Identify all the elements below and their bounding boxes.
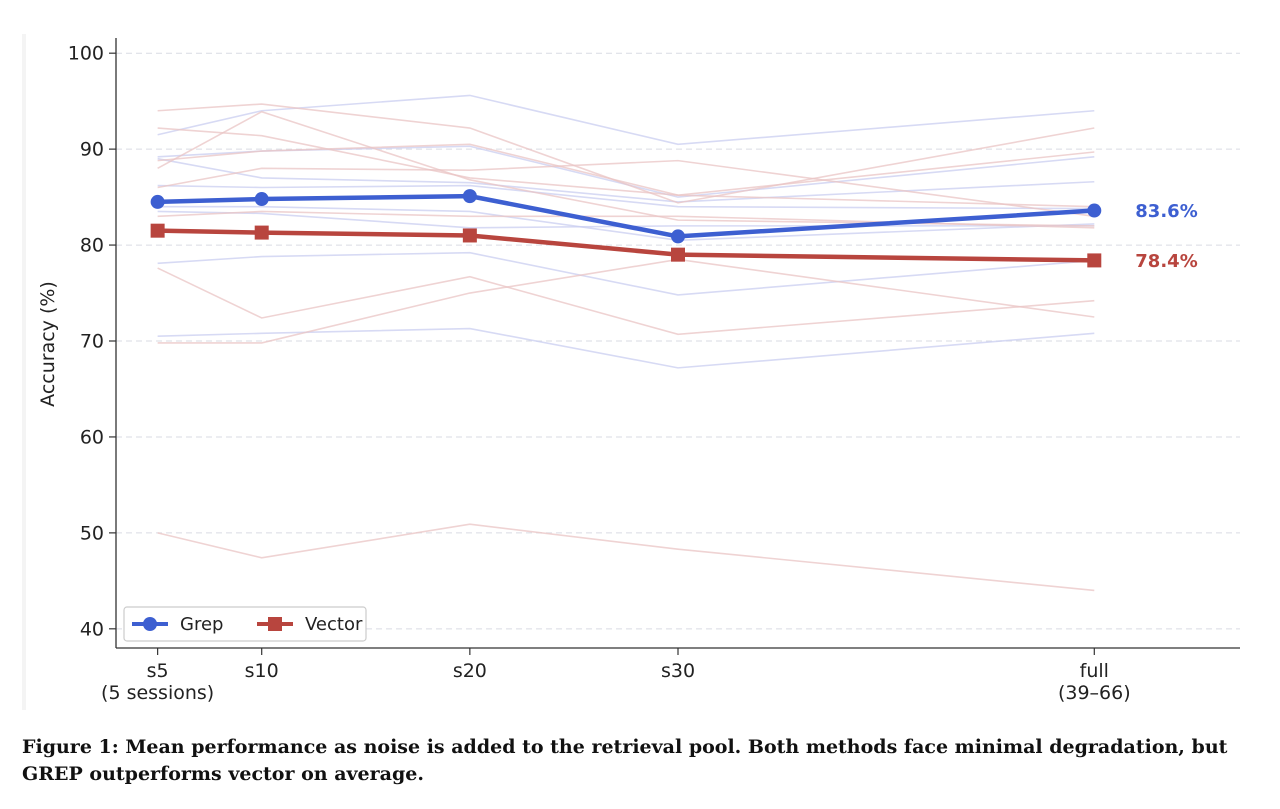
vector-point-3 bbox=[671, 247, 685, 262]
grep-item-line-7 bbox=[157, 327, 1095, 369]
mean-series-lines bbox=[150, 189, 1102, 268]
x-tick-label-3-0: s30 bbox=[661, 660, 695, 682]
x-tick-label-1-0: s10 bbox=[245, 660, 279, 682]
vector-item-line-8 bbox=[157, 523, 1095, 592]
legend-vector-marker bbox=[268, 617, 282, 631]
vector-point-0 bbox=[150, 223, 165, 238]
vector-item-line-0 bbox=[157, 103, 1095, 204]
x-tick-label-0-1: (5 sessions) bbox=[101, 682, 214, 704]
grid-lines bbox=[116, 52, 1240, 630]
end-value-labels: 83.6% 78.4% bbox=[1135, 201, 1197, 272]
tick-labels: 40 50 60 70 80 90 100 s5(5 sessions) s10 s20 s30 fu… bbox=[68, 43, 1131, 704]
y-axis-label: Accuracy (%) bbox=[37, 281, 59, 407]
legend-vector-label: Vector bbox=[305, 614, 363, 635]
vector-item-line-5 bbox=[157, 210, 1095, 229]
grep-item-line-3 bbox=[157, 184, 1095, 210]
x-tick-label-2-0: s20 bbox=[453, 660, 487, 682]
grep-item-line-2 bbox=[157, 157, 1095, 203]
vector-end-label: 78.4% bbox=[1135, 251, 1197, 272]
y-tick-label-100: 100 bbox=[68, 43, 104, 65]
grep-item-line-0 bbox=[157, 94, 1095, 146]
vector-point-2 bbox=[462, 228, 477, 243]
y-tick-label-70: 70 bbox=[80, 331, 104, 353]
y-tick-label-80: 80 bbox=[80, 235, 104, 257]
grep-point-4 bbox=[1087, 203, 1102, 218]
grep-point-1 bbox=[254, 192, 269, 207]
grep-item-line-4 bbox=[157, 205, 1095, 242]
figure-caption: Figure 1: Mean performance as noise is a… bbox=[22, 736, 1228, 785]
vector-item-line-4 bbox=[157, 159, 1095, 218]
figure-left-edge bbox=[22, 34, 26, 710]
x-tick-label-4-1: (39–66) bbox=[1058, 682, 1131, 704]
y-tick-label-50: 50 bbox=[80, 522, 104, 544]
legend: Grep Vector bbox=[123, 606, 367, 642]
y-tick-label-60: 60 bbox=[80, 426, 104, 448]
accuracy-line-chart: 40 50 60 70 80 90 100 s5(5 sessions) s10 s20 s30 fu… bbox=[22, 34, 1262, 710]
grep-point-3 bbox=[671, 229, 685, 244]
vector-point-1 bbox=[254, 225, 269, 240]
grep-point-0 bbox=[150, 194, 165, 209]
legend-grep-label: Grep bbox=[180, 614, 223, 635]
y-tick-label-40: 40 bbox=[80, 618, 104, 640]
grep-end-label: 83.6% bbox=[1135, 201, 1197, 222]
vector-point-4 bbox=[1087, 253, 1102, 268]
plot-background bbox=[22, 34, 1262, 710]
grep-point-2 bbox=[462, 189, 477, 204]
x-tick-label-4-0: full bbox=[1080, 660, 1109, 682]
legend-box bbox=[123, 606, 367, 642]
y-tick-label-90: 90 bbox=[80, 139, 104, 161]
chart: 40 50 60 70 80 90 100 s5 (5 sessions) s10 s20 s30 fu… bbox=[22, 34, 1262, 710]
x-tick-label-0-0: s5 bbox=[147, 660, 169, 682]
vector-item-line-3 bbox=[157, 143, 1095, 208]
legend-grep-marker bbox=[143, 617, 157, 631]
grep-item-line-6 bbox=[157, 251, 1095, 296]
grep-item-line-1 bbox=[157, 145, 1095, 198]
vector-item-line-7 bbox=[157, 258, 1095, 344]
vector-item-line-1 bbox=[157, 127, 1095, 196]
vector-item-line-6 bbox=[157, 267, 1095, 336]
vector-item-line-2 bbox=[157, 110, 1095, 227]
axes bbox=[109, 38, 1240, 655]
